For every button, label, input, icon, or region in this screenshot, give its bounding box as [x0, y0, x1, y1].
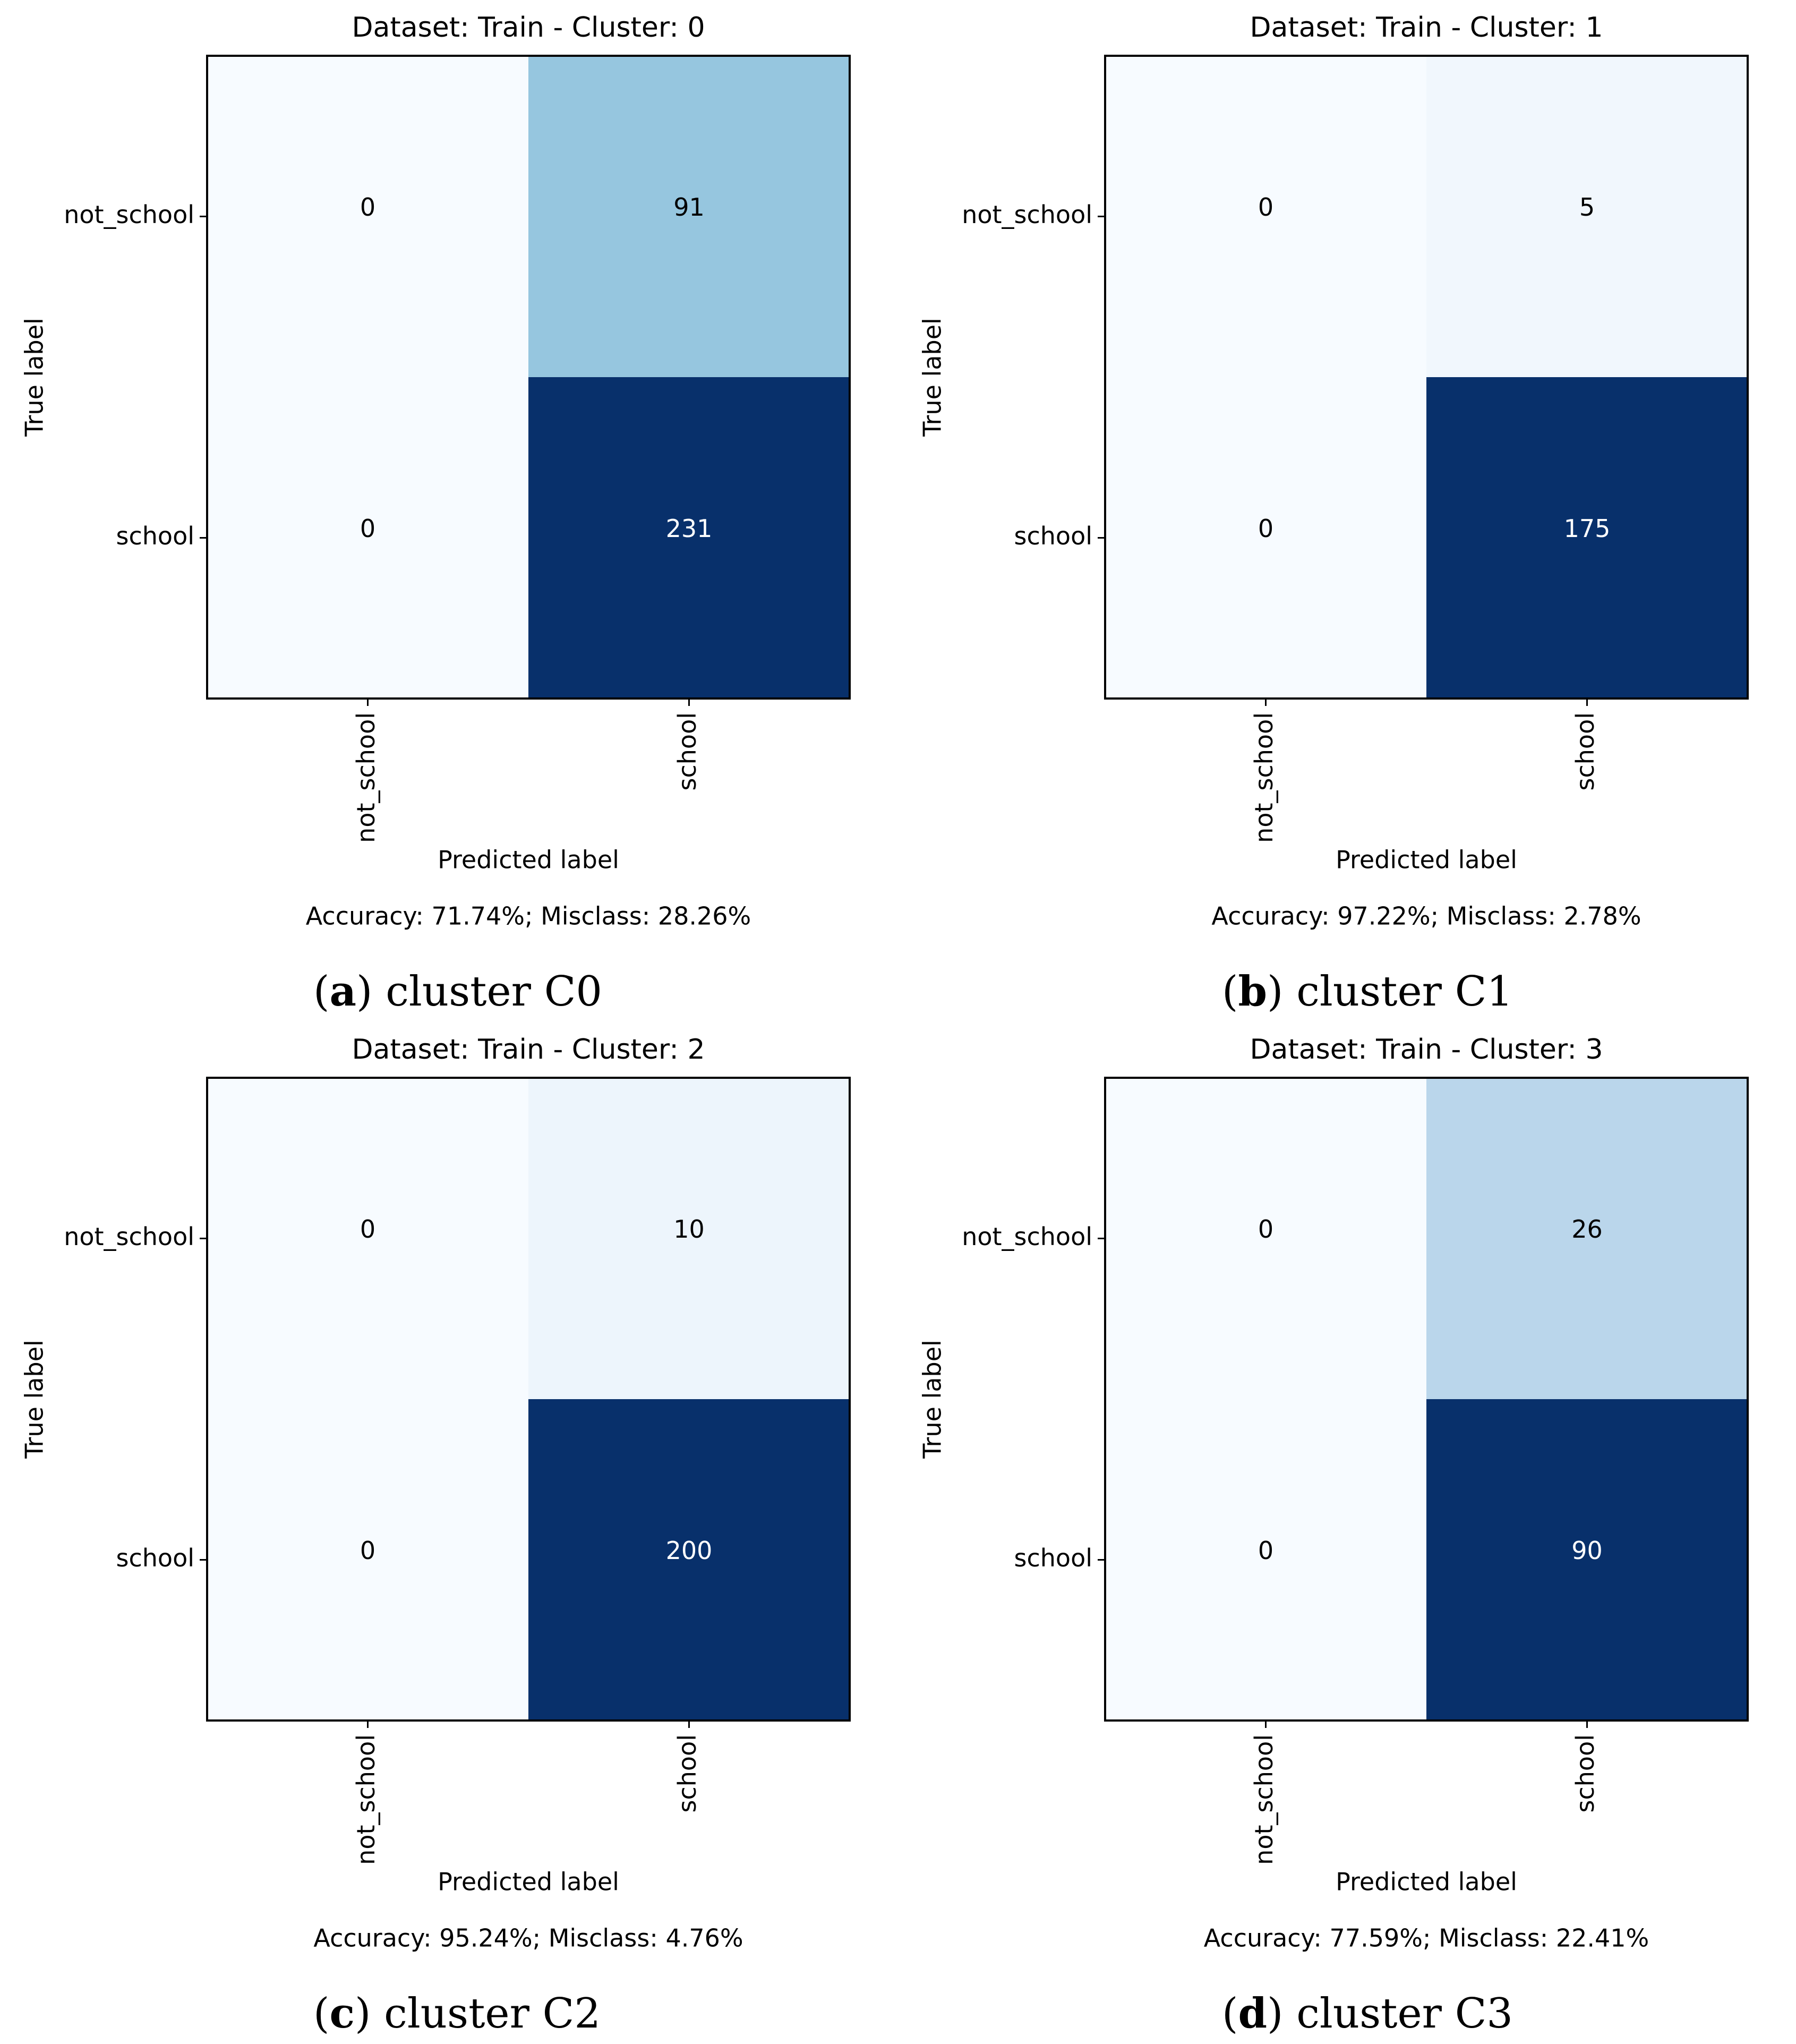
- plot-frame: [206, 55, 851, 700]
- matrix-cell: [207, 1078, 528, 1399]
- plot-frame: [206, 1077, 851, 1722]
- cell-value-label: 175: [1564, 514, 1611, 543]
- x-tick-label: not_school: [352, 1734, 380, 1865]
- cell-value-label: 200: [666, 1536, 713, 1565]
- y-axis-label: True label: [918, 1340, 947, 1459]
- y-tick-label: not_school: [962, 200, 1092, 229]
- caption-text: cluster C3: [1296, 1990, 1513, 2038]
- y-axis-label: True label: [20, 1340, 49, 1459]
- y-tick-label: not_school: [64, 1222, 194, 1251]
- x-axis-label: Predicted label: [438, 846, 619, 874]
- matrix-cell: [1426, 56, 1748, 377]
- x-tick-label: school: [1571, 712, 1600, 790]
- matrix-cell: [528, 1078, 850, 1399]
- accuracy-summary: Accuracy: 95.24%; Misclass: 4.76%: [313, 1924, 743, 1953]
- y-tick-label: school: [116, 1544, 194, 1572]
- caption-letter: b: [1238, 967, 1267, 1016]
- cell-value-label: 26: [1571, 1215, 1603, 1244]
- caption-letter: d: [1238, 1989, 1267, 2038]
- x-tick-label: school: [1571, 1734, 1600, 1812]
- cell-value-label: 5: [1579, 193, 1595, 222]
- cell-value-label: 0: [360, 1215, 375, 1244]
- confusion-matrix-panel: 0 26 0 90 not_school school not_school school Da…: [898, 1022, 1796, 2044]
- x-tick-label: school: [673, 1734, 702, 1812]
- accuracy-summary: Accuracy: 77.59%; Misclass: 22.41%: [1204, 1924, 1649, 1953]
- cell-value-label: 91: [673, 193, 705, 222]
- y-axis-label: True label: [20, 318, 49, 437]
- chart-title: Dataset: Train - Cluster: 0: [352, 12, 705, 44]
- subfigure-caption: (a) cluster C0: [313, 967, 603, 1016]
- subfigure-caption: (b) cluster C1: [1222, 967, 1513, 1016]
- y-axis-label: True label: [918, 318, 947, 437]
- caption-letter: a: [329, 967, 356, 1016]
- cell-value-label: 90: [1571, 1536, 1603, 1565]
- y-tick-label: not_school: [962, 1222, 1092, 1251]
- accuracy-summary: Accuracy: 71.74%; Misclass: 28.26%: [306, 902, 751, 931]
- x-axis-label: Predicted label: [1336, 1868, 1517, 1896]
- confusion-matrix-panel: 0 10 0 200 not_school school not_school school D…: [0, 1022, 898, 2044]
- accuracy-summary: Accuracy: 97.22%; Misclass: 2.78%: [1211, 902, 1641, 931]
- subfigure-caption: (c) cluster C2: [313, 1989, 601, 2038]
- matrix-cell: [207, 377, 528, 699]
- chart-title: Dataset: Train - Cluster: 3: [1250, 1034, 1603, 1066]
- confusion-matrix-panel: 0 5 0 175 not_school school not_school school Da…: [898, 0, 1796, 1022]
- matrix-cell: [1105, 1399, 1426, 1721]
- y-tick-label: school: [116, 522, 194, 550]
- matrix-cell: [1426, 377, 1748, 699]
- chart-title: Dataset: Train - Cluster: 2: [352, 1034, 705, 1066]
- plot-frame: [1104, 55, 1749, 700]
- caption-text: cluster C0: [386, 968, 603, 1016]
- matrix-cell: [207, 1399, 528, 1721]
- x-tick-label: school: [673, 712, 702, 790]
- matrix-cell: [528, 56, 850, 377]
- cell-value-label: 0: [360, 1536, 375, 1565]
- y-tick-label: not_school: [64, 200, 194, 229]
- matrix-cell: [207, 56, 528, 377]
- matrix-cell: [528, 1399, 850, 1721]
- matrix-cell: [528, 377, 850, 699]
- caption-letter: c: [329, 1989, 355, 2038]
- cell-value-label: 0: [1258, 193, 1273, 222]
- matrix-cell: [1105, 377, 1426, 699]
- caption-text: cluster C2: [384, 1990, 601, 2038]
- matrix-cell: [1426, 1399, 1748, 1721]
- plot-frame: [1104, 1077, 1749, 1722]
- cell-value-label: 231: [666, 514, 713, 543]
- caption-text: cluster C1: [1296, 968, 1513, 1016]
- confusion-matrix-panel: 0 91 0 231 not_school school not_school school D…: [0, 0, 898, 1022]
- cell-value-label: 0: [360, 193, 375, 222]
- x-tick-label: not_school: [1250, 1734, 1278, 1865]
- subfigure-caption: (d) cluster C3: [1222, 1989, 1513, 2038]
- x-axis-label: Predicted label: [1336, 846, 1517, 874]
- cell-value-label: 0: [1258, 1215, 1273, 1244]
- matrix-cell: [1426, 1078, 1748, 1399]
- matrix-cell: [1105, 56, 1426, 377]
- x-tick-label: not_school: [352, 712, 380, 843]
- matrix-cell: [1105, 1078, 1426, 1399]
- cell-value-label: 0: [1258, 514, 1273, 543]
- chart-title: Dataset: Train - Cluster: 1: [1250, 12, 1603, 44]
- cell-value-label: 10: [673, 1215, 705, 1244]
- x-axis-label: Predicted label: [438, 1868, 619, 1896]
- cell-value-label: 0: [360, 514, 375, 543]
- cell-value-label: 0: [1258, 1536, 1273, 1565]
- y-tick-label: school: [1014, 522, 1092, 550]
- y-tick-label: school: [1014, 1544, 1092, 1572]
- x-tick-label: not_school: [1250, 712, 1278, 843]
